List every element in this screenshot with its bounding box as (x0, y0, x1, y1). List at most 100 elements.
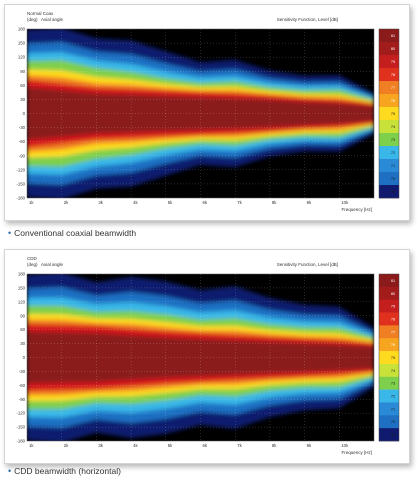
colorbar-cell (379, 389, 399, 403)
colorbar-tick-label: 80 (391, 47, 395, 51)
y-tick-label: 150 (18, 41, 26, 46)
y-tick-label: 0 (23, 111, 26, 116)
colorbar-cell (379, 185, 399, 199)
colorbar-cell (379, 55, 399, 69)
colorbar-cell (379, 415, 399, 429)
y-tick-label: -60 (19, 383, 26, 388)
y-tick-label: 30 (20, 341, 25, 346)
colorbar-tick-label: 80 (391, 292, 395, 296)
y-tick-label: -150 (16, 181, 25, 186)
colorbar-cell (379, 338, 399, 352)
x-tick-label: 10k (341, 443, 349, 448)
colorbar-cell (379, 363, 399, 378)
colorbar-tick-label: 75 (391, 356, 395, 360)
y-tick-label: -180 (16, 196, 25, 201)
x-tick-label: 3k (98, 443, 103, 448)
x-tick-label: 5k (168, 443, 173, 448)
x-tick-label: 1k (29, 200, 34, 205)
y-tick-label: 60 (20, 83, 25, 88)
colorbar-tick-label: 69 (391, 190, 395, 194)
chart-caption: • Conventional coaxial beamwidth (8, 228, 136, 238)
chart-caption: • CDD beamwidth (horizontal) (8, 466, 121, 476)
colorbar-tick-label: 72 (391, 151, 395, 155)
x-tick-label: 10k (341, 200, 349, 205)
colorbar-cell (379, 376, 399, 390)
colorbar-tick-label: 71 (391, 164, 395, 168)
x-axis-label: Frequency [Hz] (341, 450, 372, 455)
colorbar-tick-label: 76 (391, 343, 395, 347)
colorbar-cell (379, 274, 399, 288)
y-axis-label: Axial angle (41, 262, 64, 267)
colorbar-cell (379, 68, 399, 82)
colorbar-tick-label: 70 (391, 177, 395, 181)
colorbar-cell (379, 146, 399, 160)
colorbar-border (378, 273, 400, 442)
y-tick-label: -90 (19, 153, 26, 158)
y-tick-label: 180 (18, 272, 26, 277)
colorbar-tick-label: 72 (391, 395, 395, 399)
x-tick-label: 2k (64, 443, 69, 448)
colorbar-cell (379, 94, 399, 108)
colorbar-cell (379, 402, 399, 416)
y-tick-label: -120 (16, 167, 25, 172)
y-tick-label: 90 (20, 69, 25, 74)
y-tick-label: -180 (16, 439, 25, 444)
colorbar-tick-label: 77 (391, 330, 395, 334)
x-tick-label: 5k (168, 200, 173, 205)
y-tick-label: 120 (18, 55, 26, 60)
plot-border (26, 273, 375, 442)
colorbar-tick-label: 78 (391, 317, 395, 321)
beamwidth-chart-cdd: CDD (deg) Axial angle Sensitivity Function,… (4, 249, 410, 464)
colorbar-cell (379, 312, 399, 326)
y-tick-label: 0 (23, 355, 26, 360)
y-tick-label: -30 (19, 125, 26, 130)
colorbar-cell (379, 81, 399, 95)
y-tick-label: -120 (16, 411, 25, 416)
plot-border (26, 28, 375, 199)
x-tick-label: 7k (237, 443, 242, 448)
x-tick-label: 4k (133, 200, 138, 205)
heat-band (27, 331, 374, 384)
y-tick-label: -30 (19, 369, 26, 374)
colorbar-tick-label: 74 (391, 125, 395, 129)
colorbar-cell (379, 286, 399, 300)
y-tick-label: -90 (19, 397, 26, 402)
colorbar-cell (379, 29, 399, 43)
colorbar-cell (379, 159, 399, 173)
colorbar-cell (379, 120, 399, 134)
y-tick-label: 60 (20, 327, 25, 332)
y-tick-label: -60 (19, 139, 26, 144)
colorbar-tick-label: 73 (391, 138, 395, 142)
chart-canvas: CDD(deg) Axial angle Sensitivity Function,… (16, 256, 400, 455)
chart-title: Normal Coax (27, 11, 54, 16)
colorbar-tick-label: 73 (391, 382, 395, 386)
y-unit: (deg) (27, 262, 38, 267)
colorbar-tick-label: 75 (391, 112, 395, 116)
colorbar-label: Sensitivity Function, Level [dB] (277, 262, 338, 267)
colorbar-tick-label: 81 (391, 279, 395, 283)
x-tick-label: 1k (29, 443, 34, 448)
beamwidth-chart-normal-coax: Normal Coax (deg) Axial angle Sensitivity F… (4, 4, 410, 221)
x-tick-label: 9k (307, 443, 312, 448)
colorbar: 81 80 79 78 77 76 75 74 73 72 71 70 69 (378, 28, 400, 199)
x-tick-label: 8k (272, 443, 277, 448)
x-tick-label: 9k (307, 200, 312, 205)
colorbar-tick-label: 76 (391, 99, 395, 103)
x-tick-label: 4k (133, 443, 138, 448)
colorbar-tick-label: 78 (391, 73, 395, 77)
y-axis-label: Axial angle (41, 17, 64, 22)
y-tick-label: 90 (20, 313, 25, 318)
x-tick-label: 8k (272, 200, 277, 205)
colorbar-tick-label: 74 (391, 369, 395, 373)
colorbar-cell (379, 299, 399, 313)
colorbar-cell (379, 325, 399, 339)
heat-bands (27, 274, 374, 441)
colorbar-tick-label: 79 (391, 305, 395, 309)
x-tick-label: 6k (203, 200, 208, 205)
y-tick-label: -150 (16, 425, 25, 430)
y-tick-label: 180 (18, 27, 26, 32)
colorbar-cell (379, 428, 399, 442)
colorbar-tick-label: 70 (391, 420, 395, 424)
colorbar-tick-label: 69 (391, 433, 395, 437)
colorbar-label: Sensitivity Function, Level [dB] (277, 17, 338, 22)
